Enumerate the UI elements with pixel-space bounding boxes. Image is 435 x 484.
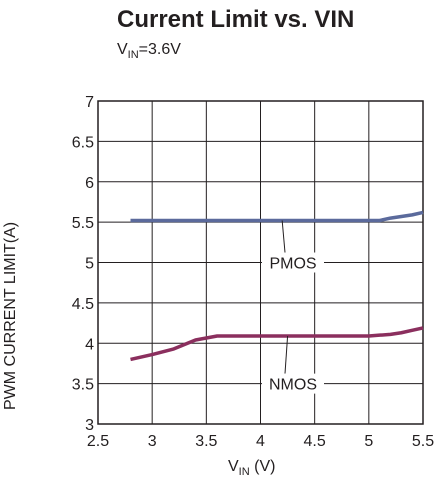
annotation-bg-nmos <box>262 373 324 394</box>
y-axis-label: PWM CURRENT LIMIT(A) <box>2 221 19 410</box>
x-tick-label: 5.5 <box>412 433 434 450</box>
annotation-label-pmos: PMOS <box>269 256 316 273</box>
plot-frame <box>97 100 424 425</box>
x-tick-label: 5 <box>364 433 373 450</box>
x-tick-label: 3.5 <box>195 433 217 450</box>
annotation-bg-pmos <box>262 252 324 273</box>
x-tick-label: 4 <box>256 433 265 450</box>
annotation-leader-nmos <box>284 335 289 374</box>
series-line-nmos <box>130 326 424 362</box>
y-tick-label: 3 <box>85 417 94 434</box>
y-tick-label: 4.5 <box>72 296 94 313</box>
x-tick-label: 3 <box>148 433 157 450</box>
y-tick-label: 5.5 <box>72 215 94 232</box>
chart-title: Current Limit vs. VIN <box>117 6 355 33</box>
x-tick-label: 4.5 <box>304 433 326 450</box>
series-lines <box>130 210 424 362</box>
grid <box>97 100 424 425</box>
y-tick-label: 7 <box>85 94 94 111</box>
series-line-pmos <box>130 210 424 223</box>
y-tick-label: 6 <box>85 175 94 192</box>
x-tick-label: 2.5 <box>87 433 109 450</box>
chart-subtitle: VIN=3.6V <box>117 41 181 62</box>
annotation-leader-pmos <box>281 220 286 253</box>
tick-labels: 2.5 3 3.5 4 4.5 5 5.533.544.555.566.57 <box>72 94 434 450</box>
y-tick-label: 4 <box>85 336 94 353</box>
x-axis-label: VIN (V) <box>228 458 276 479</box>
y-tick-label: 6.5 <box>72 134 94 151</box>
annotation-label-nmos: NMOS <box>269 377 317 394</box>
y-tick-label: 3.5 <box>72 377 94 394</box>
annotations: PMOS NMOS <box>262 220 324 394</box>
y-tick-label: 5 <box>85 256 94 273</box>
